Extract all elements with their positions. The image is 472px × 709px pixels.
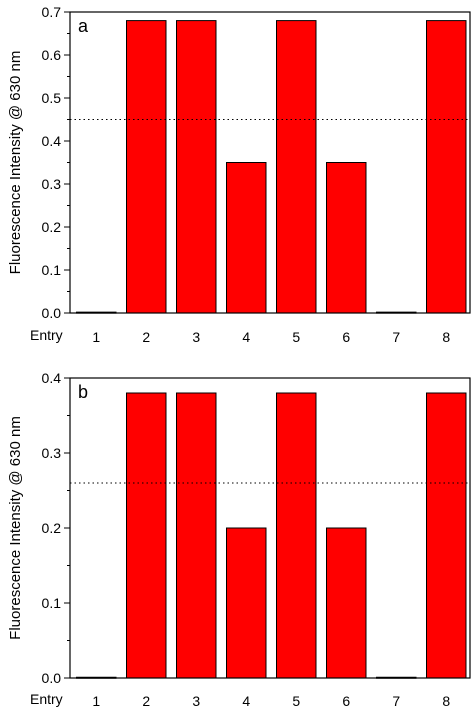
x-prefix-label: Entry [30, 691, 63, 707]
y-tick-label: 0.1 [42, 262, 62, 278]
x-tick-label: 6 [342, 329, 350, 345]
x-axis-labels: 1 2 3 4 5 6 7 8 [92, 329, 450, 345]
y-tick-label: 0.7 [42, 4, 62, 20]
bar-5 [276, 20, 317, 314]
x-tick-label: 8 [442, 329, 450, 345]
bar-8 [426, 20, 467, 314]
y-tick-label: 0.0 [42, 670, 62, 686]
chart-panel-b: 0.0 0.1 0.2 0.3 0.4 1 2 3 4 5 6 7 8 b Entry Fluores… [7, 370, 471, 709]
y-tick-label: 0.0 [42, 305, 62, 321]
bar-6 [326, 162, 367, 314]
y-axis-ticks: 0.0 0.1 0.2 0.3 0.4 0.5 0.6 0.7 [42, 4, 70, 321]
y-tick-label: 0.2 [42, 219, 62, 235]
x-tick-label: 8 [442, 693, 450, 709]
y-tick-label: 0.3 [42, 176, 62, 192]
bar-6 [326, 527, 367, 679]
panel-label: a [78, 16, 89, 36]
x-tick-label: 3 [192, 693, 200, 709]
x-tick-label: 2 [142, 329, 150, 345]
y-tick-label: 0.4 [42, 370, 62, 386]
y-tick-label: 0.2 [42, 520, 62, 536]
x-tick-label: 1 [92, 329, 100, 345]
x-tick-label: 3 [192, 329, 200, 345]
x-tick-label: 4 [242, 329, 250, 345]
bar-2 [126, 392, 167, 679]
x-tick-label: 5 [292, 329, 300, 345]
chart-panel-a: 0.0 0.1 0.2 0.3 0.4 0.5 0.6 0.7 1 2 3 4 5 6 7 8 a Entr… [7, 4, 471, 345]
x-tick-label: 1 [92, 693, 100, 709]
bar-4 [226, 162, 267, 314]
x-prefix-label: Entry [30, 327, 63, 343]
y-tick-label: 0.3 [42, 445, 62, 461]
bar-2 [126, 20, 167, 314]
bar-5 [276, 392, 317, 679]
bar-4 [226, 527, 267, 679]
y-tick-label: 0.4 [42, 133, 62, 149]
y-tick-label: 0.5 [42, 90, 62, 106]
y-tick-label: 0.6 [42, 47, 62, 63]
x-tick-label: 7 [392, 329, 400, 345]
bar-group [76, 20, 467, 314]
y-axis-label: Fluorescence Intensity @ 630 nm [7, 416, 24, 640]
bar-3 [176, 392, 217, 679]
x-tick-label: 7 [392, 693, 400, 709]
x-axis-labels: 1 2 3 4 5 6 7 8 [92, 693, 450, 709]
y-axis-ticks: 0.0 0.1 0.2 0.3 0.4 [42, 370, 70, 686]
bar-3 [176, 20, 217, 314]
panel-label: b [78, 382, 88, 402]
bar-8 [426, 392, 467, 679]
bar-group [76, 392, 467, 679]
x-tick-label: 4 [242, 693, 250, 709]
x-tick-label: 6 [342, 693, 350, 709]
x-tick-label: 5 [292, 693, 300, 709]
x-tick-label: 2 [142, 693, 150, 709]
y-axis-label: Fluorescence Intensity @ 630 nm [7, 51, 24, 275]
y-tick-label: 0.1 [42, 595, 62, 611]
